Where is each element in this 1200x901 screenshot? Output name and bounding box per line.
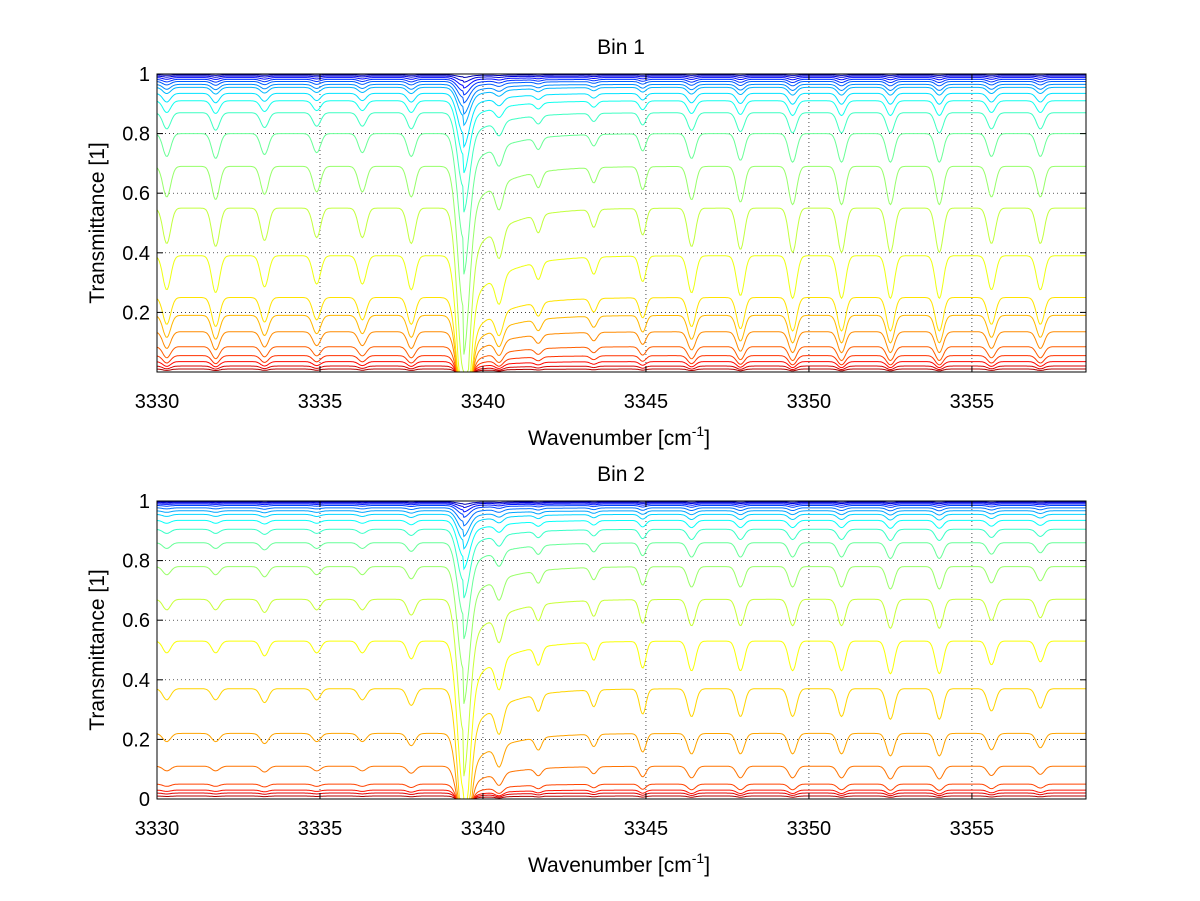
x-tick-label: 3345 — [624, 818, 669, 840]
series-line — [156, 783, 1086, 800]
y-tick-label: 0.2 — [122, 729, 150, 751]
y-tick-labels: 0 0.2 0.4 0.6 0.8 1 — [122, 491, 150, 811]
x-tick-label: 3330 — [135, 818, 180, 840]
x-tick-label: 3340 — [461, 391, 506, 413]
x-tick-label: 3330 — [135, 391, 180, 413]
series-line — [156, 255, 1086, 373]
series-line — [156, 640, 1086, 800]
series-line — [157, 77, 1086, 89]
series-line — [156, 765, 1086, 800]
x-tick-label: 3335 — [298, 391, 343, 413]
x-axis-label-sup: -1 — [692, 423, 705, 439]
y-tick-label: 0.8 — [122, 124, 150, 146]
y-tick-labels: 0.2 0.4 0.6 0.8 1 — [122, 64, 150, 324]
series-line — [156, 542, 1086, 640]
series-line — [156, 100, 1086, 174]
series-line — [156, 331, 1086, 373]
x-tick-label: 3355 — [950, 391, 995, 413]
series-line — [156, 528, 1086, 599]
series-line — [156, 78, 1086, 96]
y-tick-label: 0.4 — [122, 670, 150, 692]
series-line — [157, 368, 1086, 373]
series-line — [156, 688, 1086, 800]
x-axis-label-suffix: ] — [704, 427, 710, 450]
y-tick-label: 0 — [139, 789, 150, 811]
x-tick-labels: 3330 3335 3340 3345 3350 3355 — [135, 391, 994, 413]
x-axis-label: Wavenumber [cm-1] — [528, 850, 710, 877]
y-tick-label: 1 — [139, 64, 150, 86]
x-axis-label-suffix: ] — [704, 854, 710, 877]
y-axis-label: Transmittance [1] — [86, 569, 109, 730]
series-line — [157, 792, 1086, 800]
series-line — [157, 503, 1086, 513]
series-line — [156, 346, 1086, 373]
plot-area — [157, 74, 1086, 372]
series-line — [156, 297, 1086, 373]
y-tick-label: 0.6 — [122, 610, 150, 632]
y-tick-label: 0.2 — [122, 302, 150, 324]
series-line — [156, 510, 1086, 538]
series-line — [156, 314, 1086, 373]
subplot-bin-2: Bin 2 3330 3335 3340 3345 3350 3355 0 0.2 0.4 0.… — [86, 463, 1087, 877]
x-tick-label: 3350 — [787, 391, 832, 413]
x-axis-label: Wavenumber [cm-1] — [528, 423, 710, 450]
y-axis-label: Transmittance [1] — [86, 142, 109, 303]
series-line — [156, 795, 1086, 800]
series-line — [156, 732, 1086, 800]
chart-title: Bin 1 — [597, 36, 645, 59]
chart-title: Bin 2 — [597, 463, 645, 486]
axes-box — [156, 73, 1087, 373]
series-line — [156, 112, 1086, 213]
x-axis-label-text: Wavenumber [cm — [528, 854, 692, 877]
plot-area — [157, 501, 1086, 799]
series-line — [156, 207, 1086, 373]
series-line — [156, 365, 1086, 373]
series-line — [156, 165, 1086, 355]
subplot-bin-1: Bin 1 3330 3335 3340 3345 3350 3355 0.2 0.4 0.6… — [86, 36, 1087, 450]
x-tick-label: 3335 — [298, 818, 343, 840]
x-axis-label-sup: -1 — [692, 850, 705, 866]
series-line — [156, 361, 1086, 373]
series-line — [157, 501, 1086, 505]
series-line — [156, 598, 1086, 777]
x-tick-label: 3340 — [461, 818, 506, 840]
ticks — [156, 500, 1086, 800]
y-tick-label: 0.8 — [122, 551, 150, 573]
series-line — [156, 519, 1086, 571]
grid — [157, 501, 1086, 799]
x-tick-label: 3345 — [624, 391, 669, 413]
series-line — [156, 81, 1086, 104]
series-line — [156, 133, 1086, 275]
axes-box — [156, 500, 1087, 800]
ticks — [156, 73, 1086, 372]
x-axis-label-text: Wavenumber [cm — [528, 427, 692, 450]
y-tick-label: 1 — [139, 491, 150, 513]
x-tick-labels: 3330 3335 3340 3345 3350 3355 — [135, 818, 994, 840]
series-line — [157, 507, 1086, 527]
series-line — [157, 505, 1086, 518]
y-tick-label: 0.4 — [122, 243, 150, 265]
series-line — [156, 566, 1086, 704]
series-line — [156, 355, 1086, 373]
series-line — [157, 502, 1086, 509]
series-line — [156, 83, 1086, 116]
series-line — [157, 74, 1086, 79]
series-line — [156, 789, 1086, 800]
y-tick-label: 0.6 — [122, 183, 150, 205]
series-line — [156, 513, 1086, 550]
series-line — [156, 86, 1086, 127]
x-tick-label: 3355 — [950, 818, 995, 840]
series-line — [156, 92, 1086, 149]
x-tick-label: 3350 — [787, 818, 832, 840]
series-line — [156, 75, 1086, 83]
